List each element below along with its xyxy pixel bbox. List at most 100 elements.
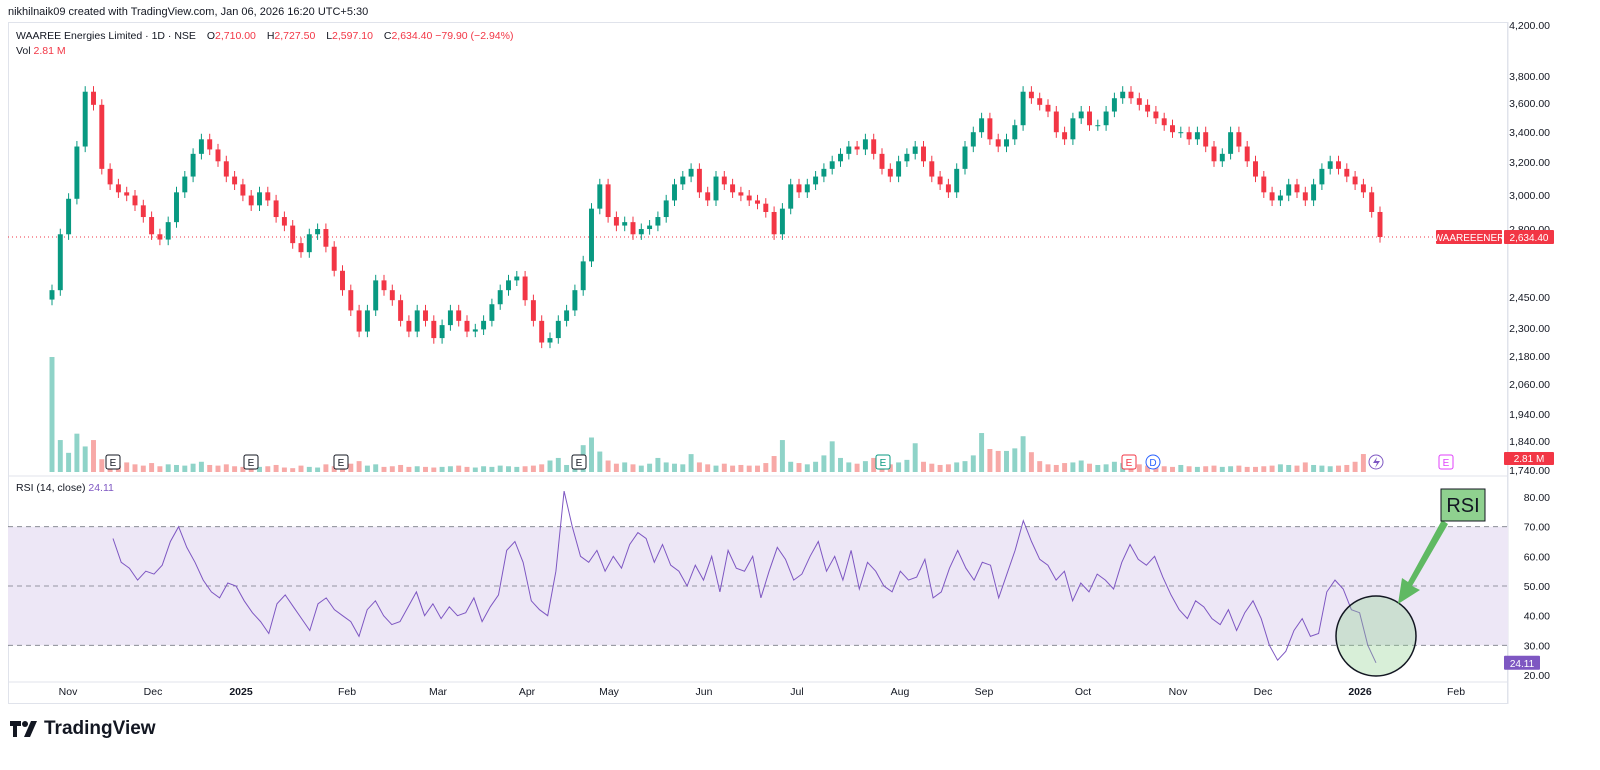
volume-bar [1070, 462, 1076, 472]
candle-body [74, 146, 80, 199]
candle [1286, 178, 1292, 202]
candle [406, 315, 412, 338]
volume-bar [157, 466, 163, 472]
candle-body [929, 161, 935, 177]
candle [730, 178, 736, 198]
candle [1045, 99, 1051, 118]
earnings-marker[interactable]: E [243, 454, 259, 470]
symbol-name: WAAREE Energies Limited · 1D · NSE [16, 30, 196, 42]
svg-text:E: E [1443, 458, 1450, 469]
candle [688, 163, 694, 183]
candle-body [763, 203, 769, 212]
earnings-marker[interactable]: E [333, 454, 349, 470]
candle [431, 315, 437, 344]
rsi-annotation-text: RSI [1446, 495, 1479, 517]
candle [472, 323, 478, 338]
volume-badge: 2.81 M [1504, 452, 1554, 465]
volume-bar [705, 464, 711, 472]
candle-body [937, 176, 943, 185]
candle-body [348, 290, 354, 311]
candle [788, 178, 794, 215]
candle [1319, 163, 1325, 190]
candle [630, 216, 636, 240]
volume-bar [1136, 464, 1142, 472]
candle-body [987, 118, 993, 140]
time-tick-label: Nov [59, 686, 78, 698]
candle-body [91, 91, 96, 105]
candle-body [846, 146, 852, 154]
candle-body [622, 222, 628, 226]
volume-bar [306, 466, 312, 472]
candle [1020, 86, 1026, 131]
candle [896, 155, 902, 183]
candle-body [364, 310, 370, 332]
candle-body [779, 208, 785, 235]
price-tick-label: 2,300.00 [1509, 323, 1550, 335]
last-price-badge: WAAREEENER 2,634.40 [1434, 230, 1554, 245]
volume-bar [663, 462, 669, 472]
candle-body [57, 234, 63, 291]
candle [1111, 92, 1117, 118]
earnings-marker[interactable]: E [1121, 454, 1137, 470]
candle [198, 133, 204, 160]
candle-body [381, 280, 387, 291]
price-badge-value: 2,634.40 [1510, 233, 1549, 244]
candle-body [1253, 161, 1258, 177]
candle [223, 155, 229, 183]
volume-bar [431, 467, 437, 472]
candle [340, 265, 345, 296]
volume-bar [91, 440, 96, 472]
candle-body [1128, 91, 1134, 99]
candle-body [281, 217, 287, 226]
candle-body [331, 246, 337, 271]
volume-bar [738, 464, 744, 472]
candle-body [1020, 91, 1026, 126]
volume-bar [1319, 465, 1325, 472]
candle [1211, 140, 1217, 167]
volume-bar [1145, 465, 1151, 472]
candle [995, 133, 1001, 153]
candle-body [447, 310, 453, 326]
candle-body [132, 195, 138, 206]
candle [1170, 119, 1175, 138]
candle [1161, 112, 1167, 131]
candle [49, 284, 55, 306]
candle-body [613, 217, 619, 226]
candle [1028, 86, 1034, 104]
volume-bar [257, 466, 262, 472]
candle-body [539, 320, 545, 343]
earnings-marker[interactable]: E [1438, 454, 1454, 470]
earnings-marker[interactable]: E [875, 454, 891, 470]
candle [373, 274, 379, 317]
candle [705, 186, 711, 207]
candle-body [1161, 118, 1167, 126]
candle-body [1103, 111, 1109, 126]
candle [1178, 126, 1184, 138]
earnings-marker[interactable]: E [105, 454, 121, 470]
candle [124, 186, 130, 202]
candle [149, 211, 155, 240]
volume-bar [124, 462, 130, 472]
candle-body [896, 161, 902, 177]
earnings-marker[interactable]: E [571, 454, 587, 470]
split-marker[interactable] [1368, 454, 1384, 470]
volume-bar [472, 467, 478, 472]
candle-body [1087, 111, 1092, 126]
candle-body [1136, 98, 1142, 105]
volume-bar [232, 466, 238, 472]
volume-bar [622, 462, 628, 472]
candle-body [66, 198, 72, 235]
candle [381, 274, 387, 296]
tradingview-logo[interactable]: TradingView [10, 718, 156, 740]
dividend-marker[interactable]: D [1145, 454, 1161, 470]
candle [215, 143, 221, 167]
candle-body [887, 168, 893, 177]
volume-bar [1269, 465, 1275, 472]
candle [1128, 86, 1134, 104]
candle [738, 186, 744, 202]
candle [721, 171, 727, 190]
candle-body [198, 139, 204, 154]
candle-body [124, 192, 130, 196]
candle-body [1004, 139, 1009, 147]
